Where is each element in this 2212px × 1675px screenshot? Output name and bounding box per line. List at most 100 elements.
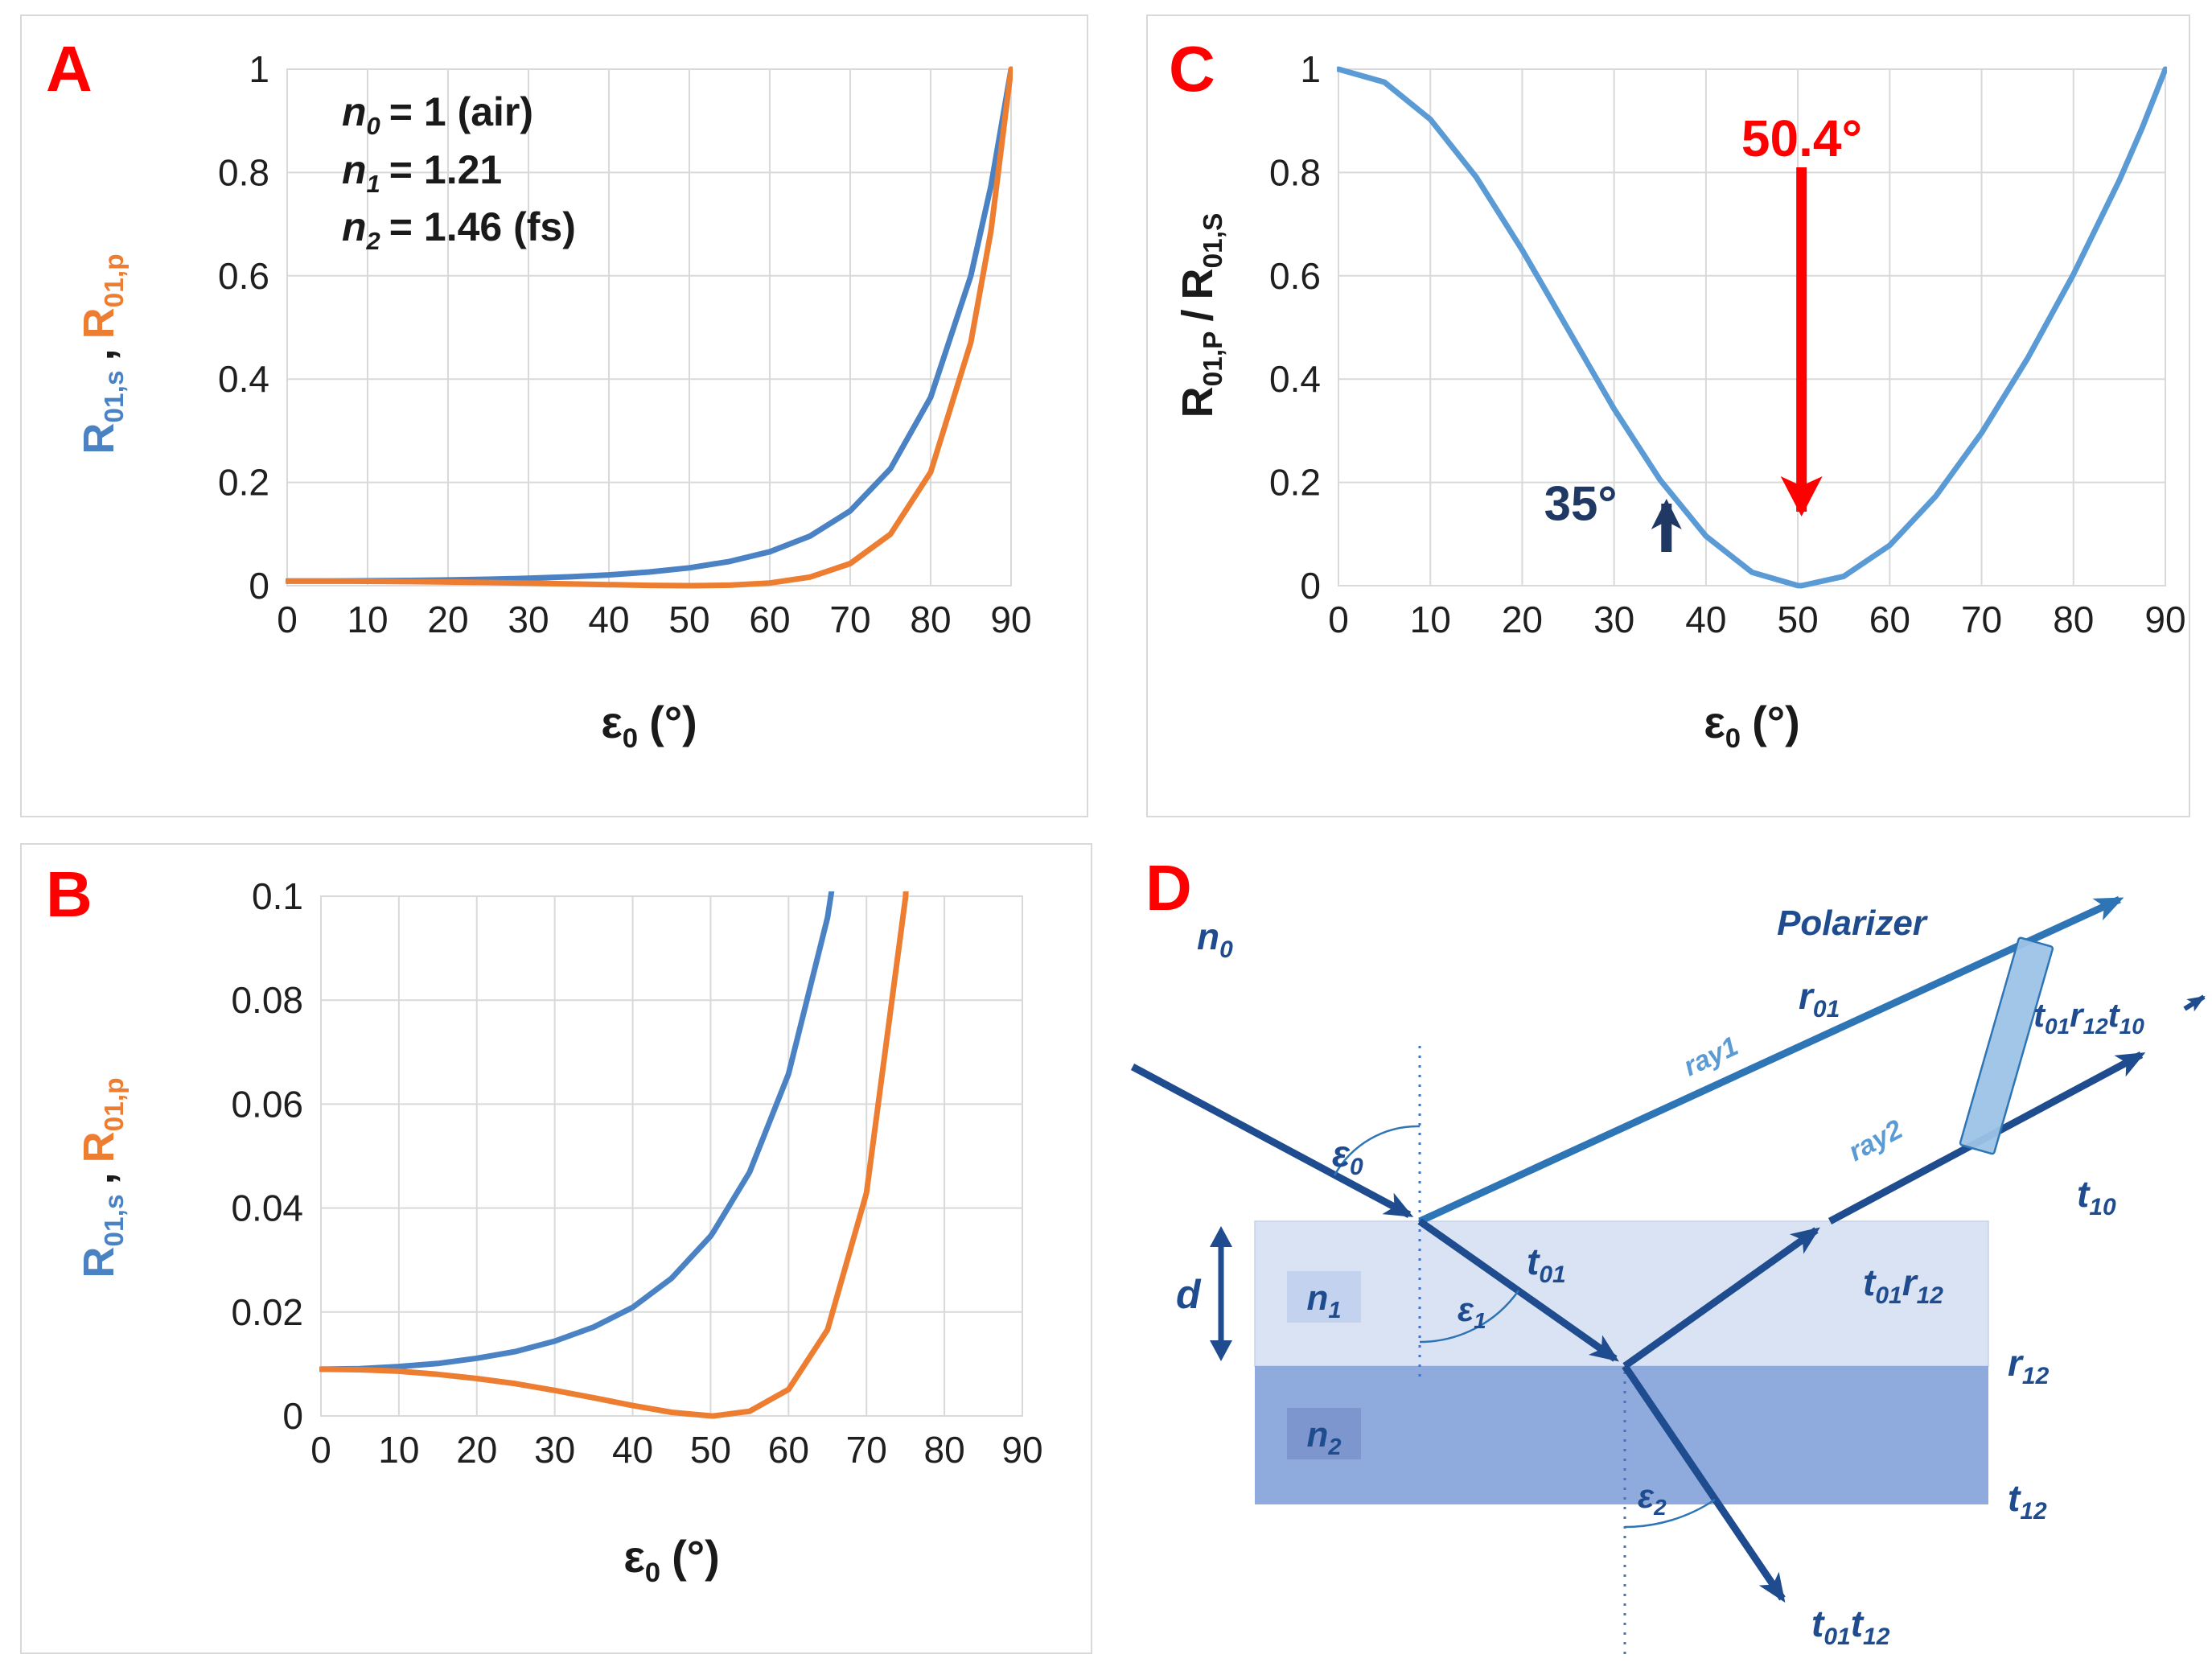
exit-ray-2-continuation-arrow: [2183, 994, 2206, 1012]
angle-arc-eps2: [1624, 1498, 1716, 1529]
incident-ray: [1130, 1064, 1414, 1218]
label-t01: t01: [1527, 1241, 1566, 1288]
x-tick-label: 40: [1685, 599, 1726, 640]
xlabel-sub: 0: [622, 723, 639, 755]
label-n1: n1: [1306, 1278, 1341, 1323]
annotation-value: = 1 (air): [389, 89, 534, 134]
label-r12: r12: [2008, 1342, 2050, 1389]
ylabel-separator: /: [1174, 309, 1223, 322]
chart-b: 0 10 20 30 40 50 60 70 80 90 0 0.02 0.04 0.06 0.08 0.1: [231, 875, 1042, 1471]
x-tick-label: 80: [924, 1429, 965, 1471]
ylabel-p-main: R: [75, 307, 124, 340]
label-eps1: ε1: [1458, 1290, 1486, 1333]
plot-area-border: [1338, 68, 2166, 586]
y-tick-label: 0.6: [1269, 255, 1321, 297]
y-tick-label: 0.8: [1269, 151, 1321, 193]
ylabel-p-sub: 01,p: [99, 1077, 130, 1132]
ylabel-s-term: R01,s: [75, 370, 130, 454]
y-tick-label: 1: [1300, 48, 1321, 90]
x-tick-label: 90: [2144, 599, 2185, 640]
xlabel-main: ε: [623, 1531, 645, 1582]
dip-angle-annotation: 35°: [1544, 476, 1618, 531]
internally-reflected-ray: [1622, 1227, 1820, 1369]
label-ray2: ray2: [1844, 1114, 1908, 1167]
y-tick-label: 0.8: [218, 151, 269, 193]
x-tick-label: 20: [456, 1429, 497, 1471]
ylabel-separator: ,: [75, 1172, 124, 1185]
panel-a: A 0 10 20 30 40 50 60 70 80 90 0 0.2 0.4 0.6 0.8 1 R01,…: [20, 14, 1088, 817]
chart-a-annotation-block: n 0 = 1 (air) n1 = 1.21 n2 = 1.46 (fs): [342, 85, 576, 258]
label-t10: t10: [2077, 1173, 2116, 1220]
x-tick-label: 80: [2053, 599, 2094, 640]
ylabel-p-sub: 01,P: [1198, 331, 1228, 387]
y-tick-label: 0: [249, 565, 269, 607]
reflected-ray-1: [1418, 895, 2124, 1225]
x-tick-label: 60: [749, 599, 790, 640]
chart-a-x-axis-title: ε0 (°): [601, 696, 697, 755]
chart-a-y-axis-title: R01,s, R01,p: [74, 253, 130, 454]
xlabel-sub: 0: [644, 1558, 661, 1589]
refracted-ray-in-film: [1417, 1218, 1619, 1362]
ylabel-p-main: R: [1174, 386, 1223, 418]
annotation-line-n0: n0 = 1 (air): [342, 85, 576, 143]
y-tick-label: 0.6: [218, 255, 269, 297]
annotation-var-sub: 0: [366, 112, 380, 140]
y-tick-label: 0.1: [252, 875, 303, 917]
xlabel-main: ε: [1704, 697, 1725, 747]
ylabel-s-main: R: [75, 1246, 124, 1278]
ylabel-s-term: R01,s: [75, 1194, 130, 1278]
xlabel-main: ε: [601, 697, 623, 747]
film-layer-n1: [1254, 1220, 1989, 1367]
ylabel-s-sub: 01,s: [99, 1194, 130, 1247]
ylabel-p-term: R01,P: [1174, 331, 1228, 418]
xlabel-unit: (°): [649, 697, 697, 747]
x-tick-label: 30: [508, 599, 549, 640]
label-eps0: ε0: [1332, 1133, 1363, 1180]
panel-a-letter: A: [46, 33, 93, 105]
y-tick-label: 0.2: [218, 462, 269, 504]
xlabel-sub: 0: [1725, 723, 1741, 755]
annotation-line-n1: n1 = 1.21: [342, 143, 576, 201]
label-t01t12: t01t12: [1811, 1603, 1890, 1650]
substrate-layer-n2: [1255, 1366, 1988, 1504]
n2-label-box: [1287, 1408, 1361, 1459]
x-tick-label: 90: [990, 599, 1031, 640]
x-tick-label: 10: [1410, 599, 1451, 640]
n1-label-box: [1287, 1271, 1361, 1323]
angle-arc-eps0: [1333, 1125, 1421, 1176]
x-tick-label: 20: [427, 599, 468, 640]
x-tick-label: 0: [310, 1429, 331, 1471]
panel-c: C 0 10 20 30 40 50 60 70 80 90 0 0.2 0.4 0.6 0.8 1 R01,…: [1146, 14, 2190, 817]
panel-b-letter: B: [46, 858, 93, 930]
series-curve-R01-s: [319, 891, 835, 1373]
annotation-var-sub: 1: [366, 169, 380, 198]
ylabel-p-term: R01,p: [75, 253, 130, 340]
y-tick-label: 0: [1300, 565, 1321, 607]
ylabel-s-main: R: [1174, 268, 1223, 300]
x-tick-label: 70: [829, 599, 870, 640]
ylabel-p-term: R01,p: [75, 1077, 130, 1163]
x-tick-label: 40: [612, 1429, 653, 1471]
y-tick-label: 0.06: [231, 1083, 303, 1125]
panel-d-letter: D: [1145, 852, 1192, 924]
annotation-line-n2: n2 = 1.46 (fs): [342, 200, 576, 258]
label-n0: n0: [1197, 916, 1233, 963]
y-tick-label: 0.4: [1269, 358, 1321, 400]
x-tick-label: 70: [1961, 599, 2002, 640]
ylabel-separator: ,: [75, 348, 124, 361]
x-tick-label: 70: [846, 1429, 887, 1471]
series-curve-R01-p: [319, 891, 909, 1419]
thickness-arrow-head-up: [1210, 1226, 1232, 1247]
label-polarizer: Polarizer: [1777, 903, 1929, 943]
y-tick-label: 0.04: [231, 1187, 303, 1229]
chart-b-x-axis-title: ε0 (°): [623, 1530, 720, 1589]
annotation-var: n: [342, 146, 367, 192]
y-tick-label: 0.4: [218, 358, 269, 400]
thickness-arrow-head-down: [1210, 1340, 1232, 1361]
chart-b-y-axis-title: R01,s,R01,p: [74, 1077, 130, 1278]
chart-c-y-axis-title: R01,P/R01,S: [1173, 213, 1229, 418]
polarizer-element: [1959, 936, 2054, 1155]
